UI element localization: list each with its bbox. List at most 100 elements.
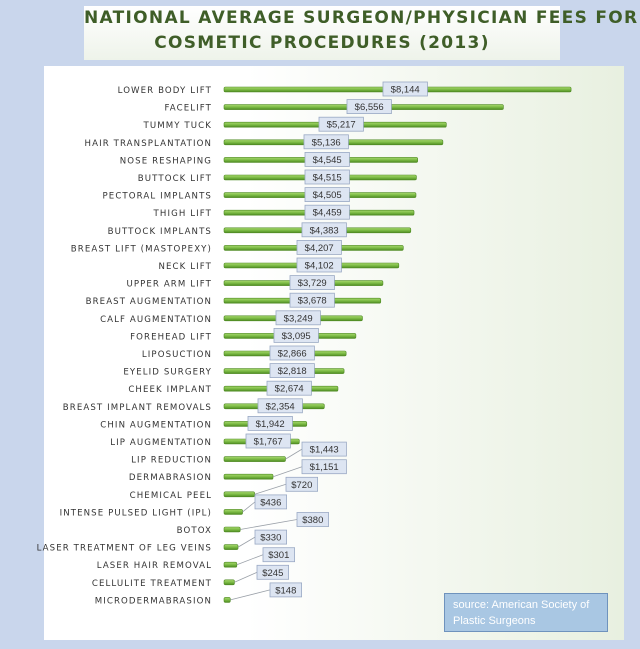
value-label: $2,818 <box>278 366 307 377</box>
value-label-box <box>285 476 319 492</box>
bar <box>223 473 274 480</box>
value-label: $5,136 <box>312 137 341 148</box>
chart-title: NATIONAL AVERAGE SURGEON/PHYSICIAN FEES … <box>84 6 639 60</box>
category-label: CHEEK IMPLANT <box>128 385 212 395</box>
category-label: HAIR TRANSPLANTATION <box>85 139 212 149</box>
category-label: EYELID SURGERY <box>123 368 212 378</box>
category-label: LIPOSUCTION <box>142 350 212 360</box>
leader-line <box>272 466 303 478</box>
value-label: $4,102 <box>305 261 334 272</box>
leader-line <box>242 501 256 513</box>
value-label-box <box>303 134 349 150</box>
bar <box>223 491 255 498</box>
value-label-box <box>301 222 347 238</box>
value-label: $148 <box>275 585 296 596</box>
value-label: $245 <box>262 568 283 579</box>
value-label-box <box>304 187 350 203</box>
leader-line <box>230 589 271 601</box>
chart-title-line-2: COSMETIC PROCEDURES (2013) <box>154 33 490 53</box>
source-note: source: American Society of Plastic Surg… <box>444 593 608 632</box>
value-label-box <box>257 398 303 414</box>
value-label-box <box>262 547 296 563</box>
value-label: $2,674 <box>275 384 304 395</box>
value-label: $1,942 <box>256 419 285 430</box>
value-label-box <box>296 512 330 527</box>
category-label: BREAST AUGMENTATION <box>86 297 212 307</box>
leader-line <box>285 448 303 460</box>
value-label-box <box>256 564 290 580</box>
value-label-box <box>301 459 347 475</box>
value-label: $3,249 <box>284 313 313 324</box>
leader-line <box>234 571 258 583</box>
value-label-box <box>275 310 321 326</box>
value-label-box <box>269 582 303 598</box>
value-label-box <box>304 169 350 185</box>
category-label: PECTORAL IMPLANTS <box>103 192 212 202</box>
value-label-box <box>245 433 291 449</box>
chart-title-line-1: NATIONAL AVERAGE SURGEON/PHYSICIAN FEES … <box>84 8 639 28</box>
value-label: $4,545 <box>313 155 342 166</box>
category-label: TUMMY TUCK <box>142 121 212 131</box>
leader-line <box>240 519 298 530</box>
value-label-box <box>346 99 392 114</box>
leader-line <box>237 536 256 548</box>
category-label: CHIN AUGMENTATION <box>100 420 212 430</box>
value-label-box <box>289 275 335 291</box>
bar <box>223 526 241 533</box>
value-label-box <box>254 494 288 510</box>
value-label: $330 <box>260 533 281 544</box>
value-label: $301 <box>268 550 289 561</box>
category-label: LASER TREATMENT OF LEG VEINS <box>37 544 212 554</box>
value-label: $3,095 <box>282 331 311 342</box>
category-label: NOSE RESHAPING <box>120 156 212 166</box>
value-label: $8,144 <box>391 85 420 96</box>
category-label: FOREHEAD LIFT <box>130 332 212 342</box>
bar <box>223 597 231 603</box>
value-label: $3,729 <box>298 278 327 289</box>
value-label: $2,354 <box>266 401 295 412</box>
category-label: CELLULITE TREATMENT <box>92 579 212 589</box>
category-label: NECK LIFT <box>159 262 213 272</box>
bar <box>223 456 286 462</box>
category-label: LOWER BODY LIFT <box>118 86 212 96</box>
value-label-box <box>247 415 293 431</box>
leader-line <box>236 554 264 566</box>
value-label-box <box>289 292 335 308</box>
value-label: $1,443 <box>310 445 339 456</box>
category-label: BUTTOCK IMPLANTS <box>108 227 212 237</box>
category-label: BOTOX <box>177 526 212 536</box>
value-label-box <box>296 239 342 255</box>
value-label: $4,515 <box>313 173 342 184</box>
value-label: $1,151 <box>310 462 339 473</box>
value-label: $720 <box>291 480 312 491</box>
value-label: $4,383 <box>310 225 339 236</box>
value-label-box <box>273 327 319 343</box>
category-label: UPPER ARM LIFT <box>126 280 212 290</box>
bar <box>223 509 243 515</box>
category-label: FACELIFT <box>165 104 212 114</box>
leader-line <box>254 483 287 495</box>
category-label: BUTTOCK LIFT <box>138 174 212 184</box>
category-label: LASER HAIR REMOVAL <box>97 561 212 571</box>
value-label: $4,505 <box>313 190 342 201</box>
category-label: MICRODERMABRASION <box>95 596 212 606</box>
value-label-box <box>382 81 428 97</box>
value-label-box <box>296 257 342 273</box>
value-label: $3,678 <box>298 296 327 307</box>
category-label: THIGH LIFT <box>153 209 212 219</box>
value-label-box <box>301 441 347 457</box>
category-label: INTENSE PULSED LIGHT (IPL) <box>60 508 212 518</box>
value-label: $6,556 <box>355 102 384 113</box>
category-label: CALF AUGMENTATION <box>100 315 212 325</box>
value-label-box <box>269 345 315 361</box>
category-label: BREAST LIFT (MASTOPEXY) <box>71 244 212 254</box>
category-label: LIP AUGMENTATION <box>110 438 212 448</box>
value-label: $4,459 <box>313 208 342 219</box>
value-label: $436 <box>260 497 281 508</box>
value-label: $5,217 <box>327 120 356 131</box>
value-label-box <box>266 380 312 396</box>
category-label: BREAST IMPLANT REMOVALS <box>63 403 212 413</box>
value-label: $1,767 <box>254 437 283 448</box>
category-label: CHEMICAL PEEL <box>130 491 212 501</box>
